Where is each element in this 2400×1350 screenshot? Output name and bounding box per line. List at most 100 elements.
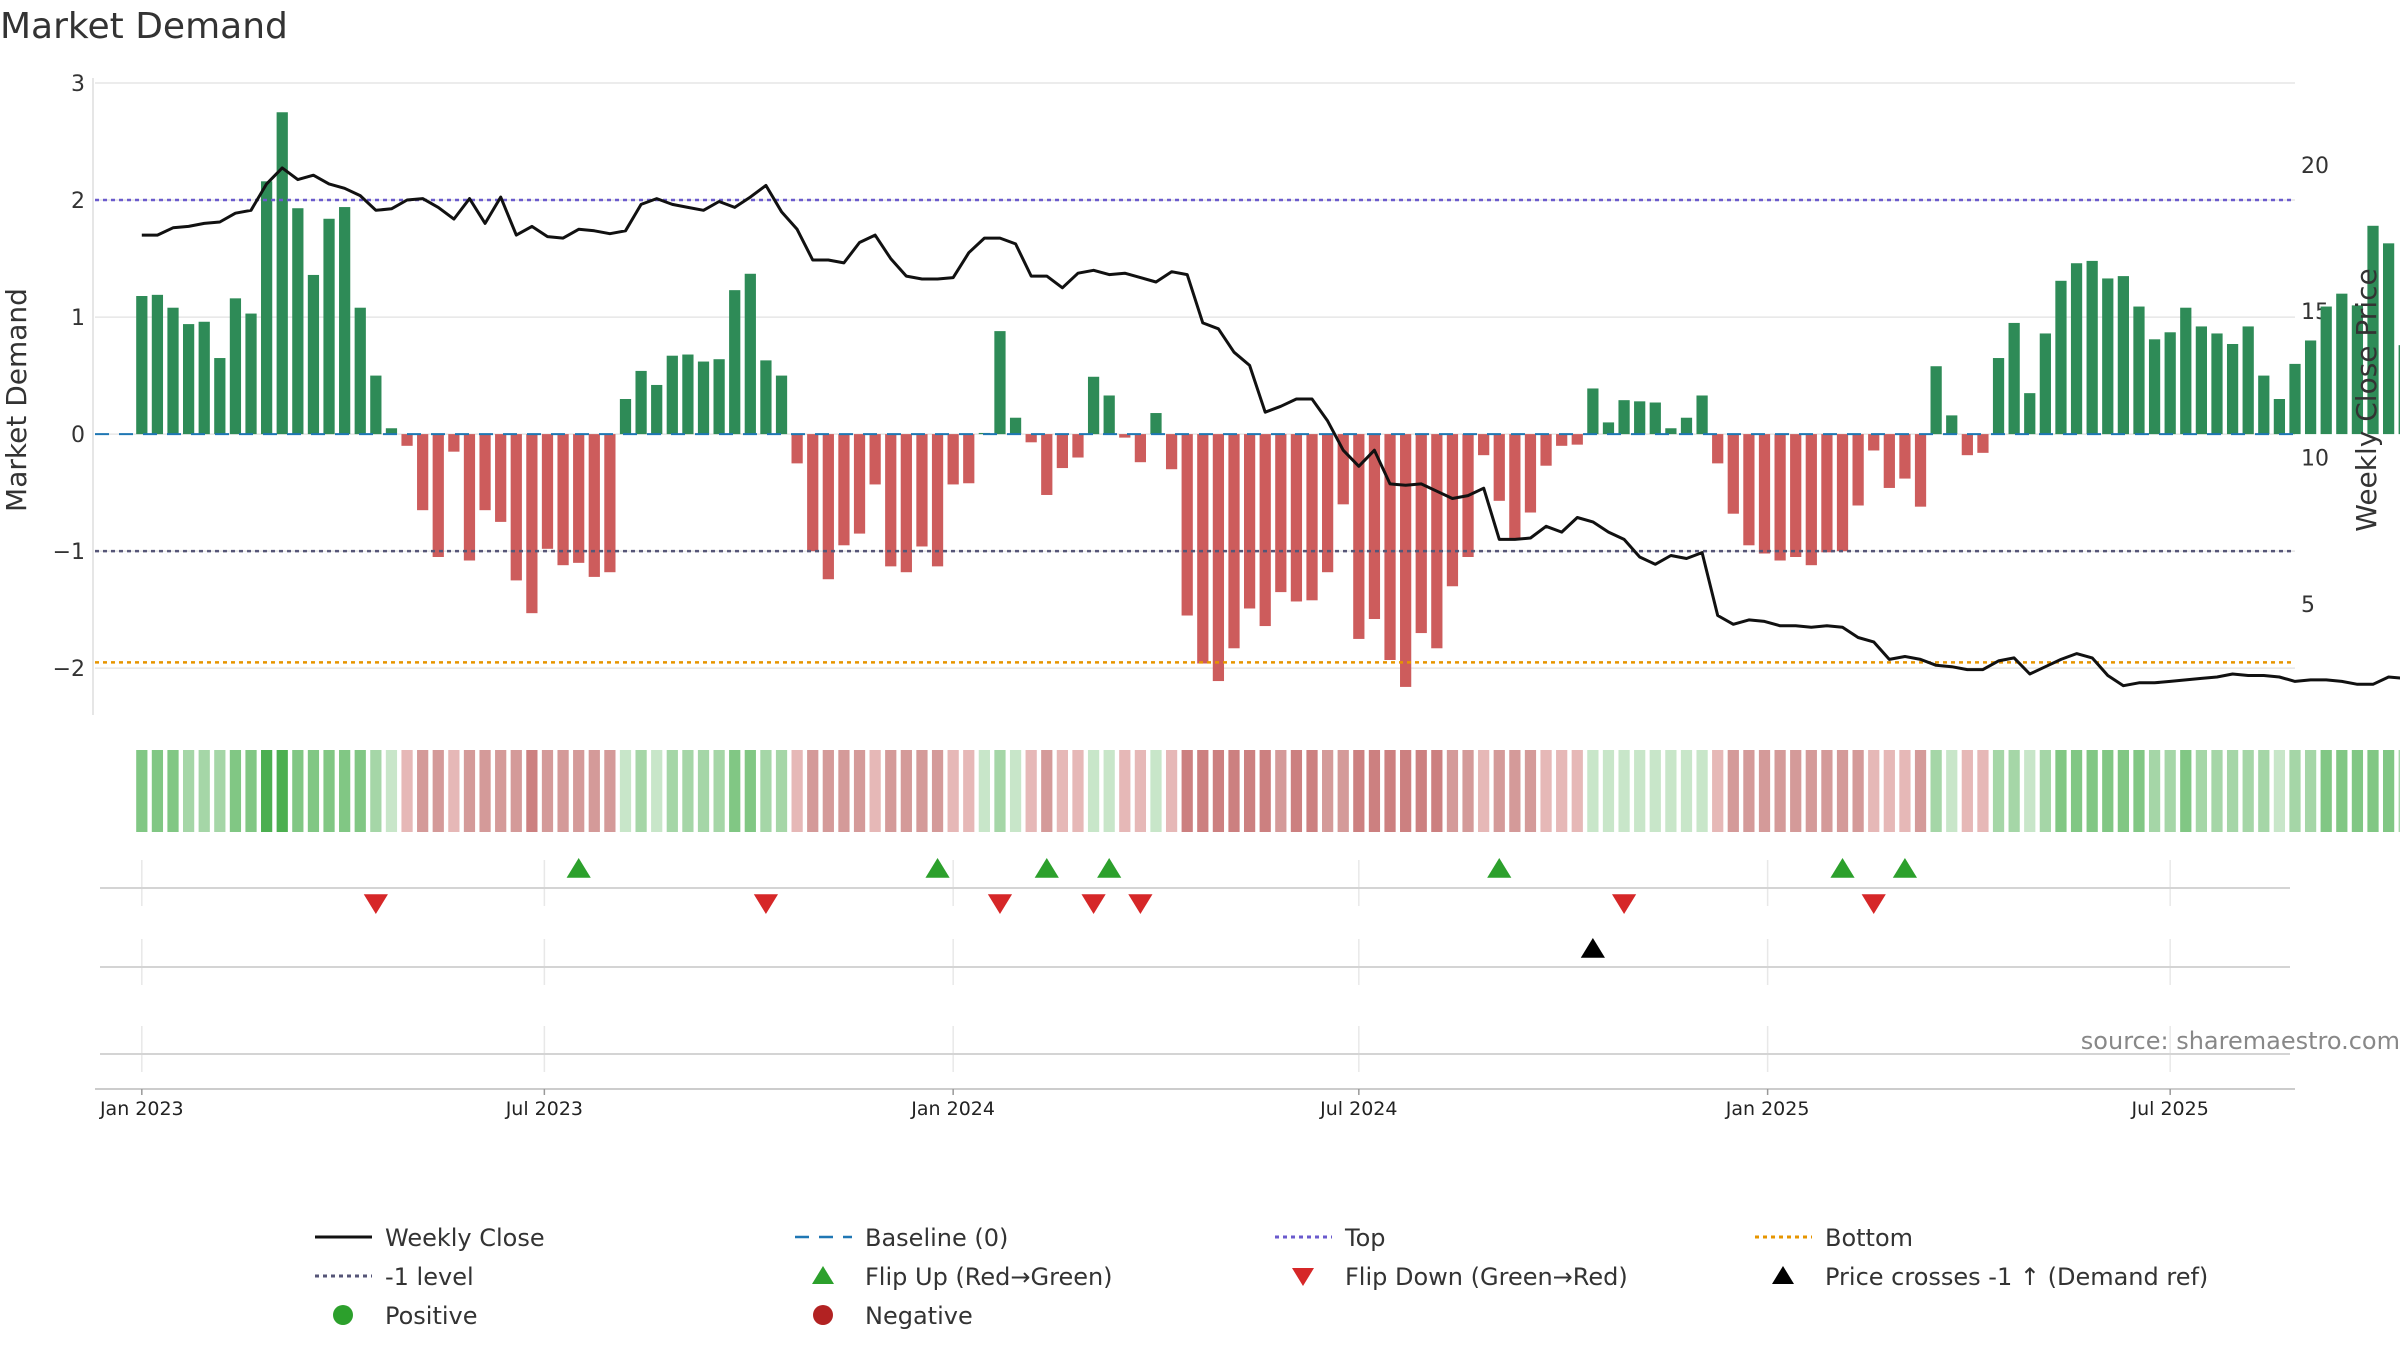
demand-bar: [1087, 376, 1100, 435]
demand-band-cell: [807, 750, 819, 832]
demand-band-cell: [2039, 750, 2051, 832]
legend-item: Negative: [813, 1302, 973, 1330]
legend-item: Flip Up (Red→Green): [812, 1263, 1113, 1291]
demand-band-cell: [557, 750, 569, 832]
demand-band-cell: [1072, 750, 1084, 832]
demand-bar: [1368, 434, 1381, 620]
demand-band-cell: [2117, 750, 2129, 832]
legend-item: Price crosses -1 ↑ (Demand ref): [1772, 1263, 2208, 1291]
demand-band-cell: [323, 750, 335, 832]
demand-bar: [1197, 434, 1209, 664]
demand-band-cell: [2336, 750, 2348, 832]
demand-band-cell: [1665, 750, 1677, 832]
demand-band-cell: [1743, 750, 1755, 832]
demand-bar: [1618, 400, 1630, 435]
demand-bar: [1680, 417, 1693, 435]
demand-band-cell: [1446, 750, 1459, 832]
demand-bar: [2242, 326, 2254, 435]
demand-band-cell: [261, 750, 273, 832]
demand-bar: [307, 274, 320, 435]
demand-band-cell: [1914, 750, 1927, 832]
flip-up-marker: [1830, 858, 1855, 878]
demand-bar: [401, 434, 413, 446]
demand-band-cell: [2148, 750, 2161, 832]
demand-bar: [2102, 278, 2114, 435]
demand-band-cell: [1400, 750, 1412, 832]
demand-bar: [1259, 434, 1271, 627]
demand-bar: [1602, 422, 1615, 435]
demand-bar: [1509, 434, 1521, 540]
demand-band-cell: [1805, 750, 1817, 832]
legend-label: Negative: [865, 1302, 973, 1330]
demand-band-cell: [198, 750, 210, 832]
demand-band-cell: [2180, 750, 2192, 832]
demand-bar: [1790, 434, 1802, 557]
demand-band-cell: [2304, 750, 2317, 832]
demand-band-cell: [729, 750, 741, 832]
demand-band-cell: [2008, 750, 2020, 832]
demand-band-cell: [2024, 750, 2036, 832]
demand-bar: [214, 358, 226, 435]
demand-bar: [760, 360, 772, 435]
legend-swatch-circle: [813, 1305, 833, 1325]
demand-bar: [2039, 333, 2051, 435]
demand-band-cell: [1025, 750, 1037, 832]
demand-band-cell: [432, 750, 444, 832]
demand-band-cell: [1680, 750, 1693, 832]
demand-band-cell: [1290, 750, 1303, 832]
demand-band-cell: [1322, 750, 1334, 832]
y-tick-label: 2: [71, 189, 85, 214]
demand-bar: [136, 296, 148, 435]
demand-bar: [994, 331, 1006, 435]
demand-band-cell: [354, 750, 366, 832]
demand-band-cell: [947, 750, 959, 832]
demand-band-cell: [760, 750, 772, 832]
demand-band-cell: [1540, 750, 1552, 832]
legend-swatch-circle: [333, 1305, 353, 1325]
demand-bar: [198, 321, 210, 435]
demand-bar: [2055, 280, 2067, 435]
demand-bar: [557, 434, 569, 566]
demand-bar: [354, 307, 366, 435]
demand-band-cell: [1041, 750, 1053, 832]
demand-bar: [1275, 434, 1287, 593]
demand-band-cell: [1852, 750, 1864, 832]
flip-down-marker: [1081, 894, 1106, 914]
demand-bar: [2148, 339, 2161, 435]
demand-band-cell: [385, 750, 398, 832]
demand-band-cell: [1961, 750, 1973, 832]
demand-band-cell: [1119, 750, 1131, 832]
demand-bar: [1290, 434, 1303, 602]
demand-bar: [2289, 363, 2301, 435]
demand-band-cell: [136, 750, 148, 832]
demand-band-cell: [1462, 750, 1474, 832]
demand-bar: [1992, 358, 2005, 435]
demand-band-cell: [900, 750, 912, 832]
demand-bar: [573, 434, 585, 563]
legend-label: Weekly Close: [385, 1224, 545, 1252]
demand-band-cell: [1243, 750, 1256, 832]
demand-band-cell: [853, 750, 866, 832]
demand-bar: [541, 434, 554, 549]
demand-bar: [822, 434, 834, 580]
demand-bar: [2304, 340, 2317, 435]
demand-band-cell: [1384, 750, 1396, 832]
demand-band-cell: [495, 750, 507, 832]
demand-bar: [604, 434, 616, 573]
demand-band-cell: [1493, 750, 1505, 832]
demand-bar: [1930, 366, 1942, 435]
demand-bar: [1649, 402, 1661, 435]
demand-bar: [1712, 434, 1724, 464]
demand-band-cell: [2289, 750, 2301, 832]
demand-band-cell: [1571, 750, 1583, 832]
demand-bar: [1181, 434, 1193, 616]
demand-bar: [744, 273, 756, 435]
demand-bar: [448, 434, 460, 452]
demand-band-cell: [2226, 750, 2239, 832]
demand-band-cell: [1758, 750, 1771, 832]
y-tick-label: 1: [71, 306, 85, 331]
demand-band-cell: [635, 750, 647, 832]
demand-bar: [885, 434, 897, 567]
demand-bar: [2180, 307, 2192, 435]
